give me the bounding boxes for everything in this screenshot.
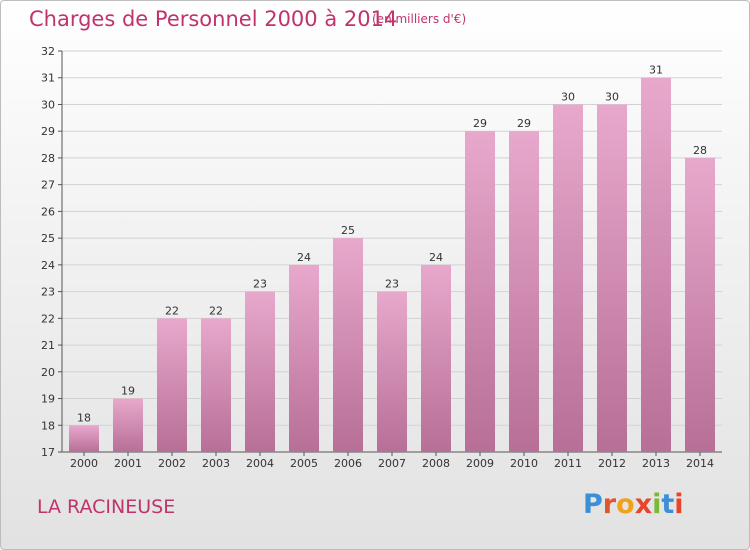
x-tick-label: 2014 (686, 457, 714, 470)
bar (685, 157, 715, 452)
x-tick-label: 2005 (290, 457, 318, 470)
bar (553, 104, 583, 452)
logo-letter: P (583, 489, 603, 520)
x-tick-label: 2000 (70, 457, 98, 470)
bar (289, 264, 319, 452)
bar (157, 318, 187, 452)
data-label: 31 (649, 64, 663, 77)
bar (201, 318, 231, 452)
logo-letter: r (602, 489, 617, 520)
labels: 18 19 22 22 23 24 25 23 24 29 29 30 30 31 28 (77, 64, 707, 425)
data-label: 29 (517, 117, 531, 130)
x-tick-label: 2001 (114, 457, 142, 470)
y-tick-label: 17 (41, 446, 55, 459)
proxiti-logo[interactable]: Proxiti (583, 489, 684, 520)
x-tick-label: 2009 (466, 457, 494, 470)
data-label: 24 (429, 251, 443, 264)
x-tick-label: 2008 (422, 457, 450, 470)
x-tick-label: 2007 (378, 457, 406, 470)
bar (113, 398, 143, 452)
logo-letter: i (652, 489, 662, 520)
data-label: 22 (209, 304, 223, 317)
logo-letter: x (634, 489, 653, 520)
bar (641, 77, 671, 452)
data-label: 30 (605, 90, 619, 103)
data-label: 19 (121, 385, 135, 398)
y-tick-label: 24 (41, 259, 55, 272)
y-tick-label: 23 (41, 286, 55, 299)
y-tick-label: 22 (41, 312, 55, 325)
y-tick-label: 20 (41, 366, 55, 379)
data-label: 28 (693, 144, 707, 157)
x-tick-label: 2006 (334, 457, 362, 470)
data-label: 30 (561, 90, 575, 103)
bar (69, 425, 99, 452)
data-label: 22 (165, 304, 179, 317)
logo-letter: i (674, 489, 684, 520)
commune-name: LA RACINEUSE (37, 496, 176, 518)
bar (245, 291, 275, 452)
bars (69, 77, 715, 452)
data-label: 24 (297, 251, 311, 264)
y-tick-label: 29 (41, 125, 55, 138)
data-label: 23 (253, 278, 267, 291)
y-tick-label: 31 (41, 72, 55, 85)
x-tick-label: 2002 (158, 457, 186, 470)
y-tick-label: 26 (41, 205, 55, 218)
bar (421, 264, 451, 452)
bar (377, 291, 407, 452)
y-tick-label: 28 (41, 152, 55, 165)
y-tick-label: 25 (41, 232, 55, 245)
y-tick-label: 30 (41, 98, 55, 111)
x-tick-label: 2010 (510, 457, 538, 470)
y-tick-label: 18 (41, 419, 55, 432)
data-label: 23 (385, 278, 399, 291)
y-tick-label: 19 (41, 393, 55, 406)
x-tick-label: 2004 (246, 457, 274, 470)
data-label: 29 (473, 117, 487, 130)
chart-title: Charges de Personnel 2000 à 2014 (29, 7, 398, 31)
bar (465, 131, 495, 452)
data-label: 25 (341, 224, 355, 237)
y-tick-label: 21 (41, 339, 55, 352)
logo-letter: o (616, 489, 635, 520)
bar (509, 131, 539, 452)
data-label: 18 (77, 411, 91, 424)
logo-letter: t (661, 489, 675, 520)
chart-unit: (en milliers d'€) (372, 12, 467, 26)
bar (333, 238, 363, 452)
y-tick-label: 27 (41, 179, 55, 192)
x-tick-label: 2011 (554, 457, 582, 470)
y-tick-label: 32 (41, 45, 55, 58)
x-tick-label: 2012 (598, 457, 626, 470)
x-tick-label: 2013 (642, 457, 670, 470)
bar (597, 104, 627, 452)
x-tick-label: 2003 (202, 457, 230, 470)
